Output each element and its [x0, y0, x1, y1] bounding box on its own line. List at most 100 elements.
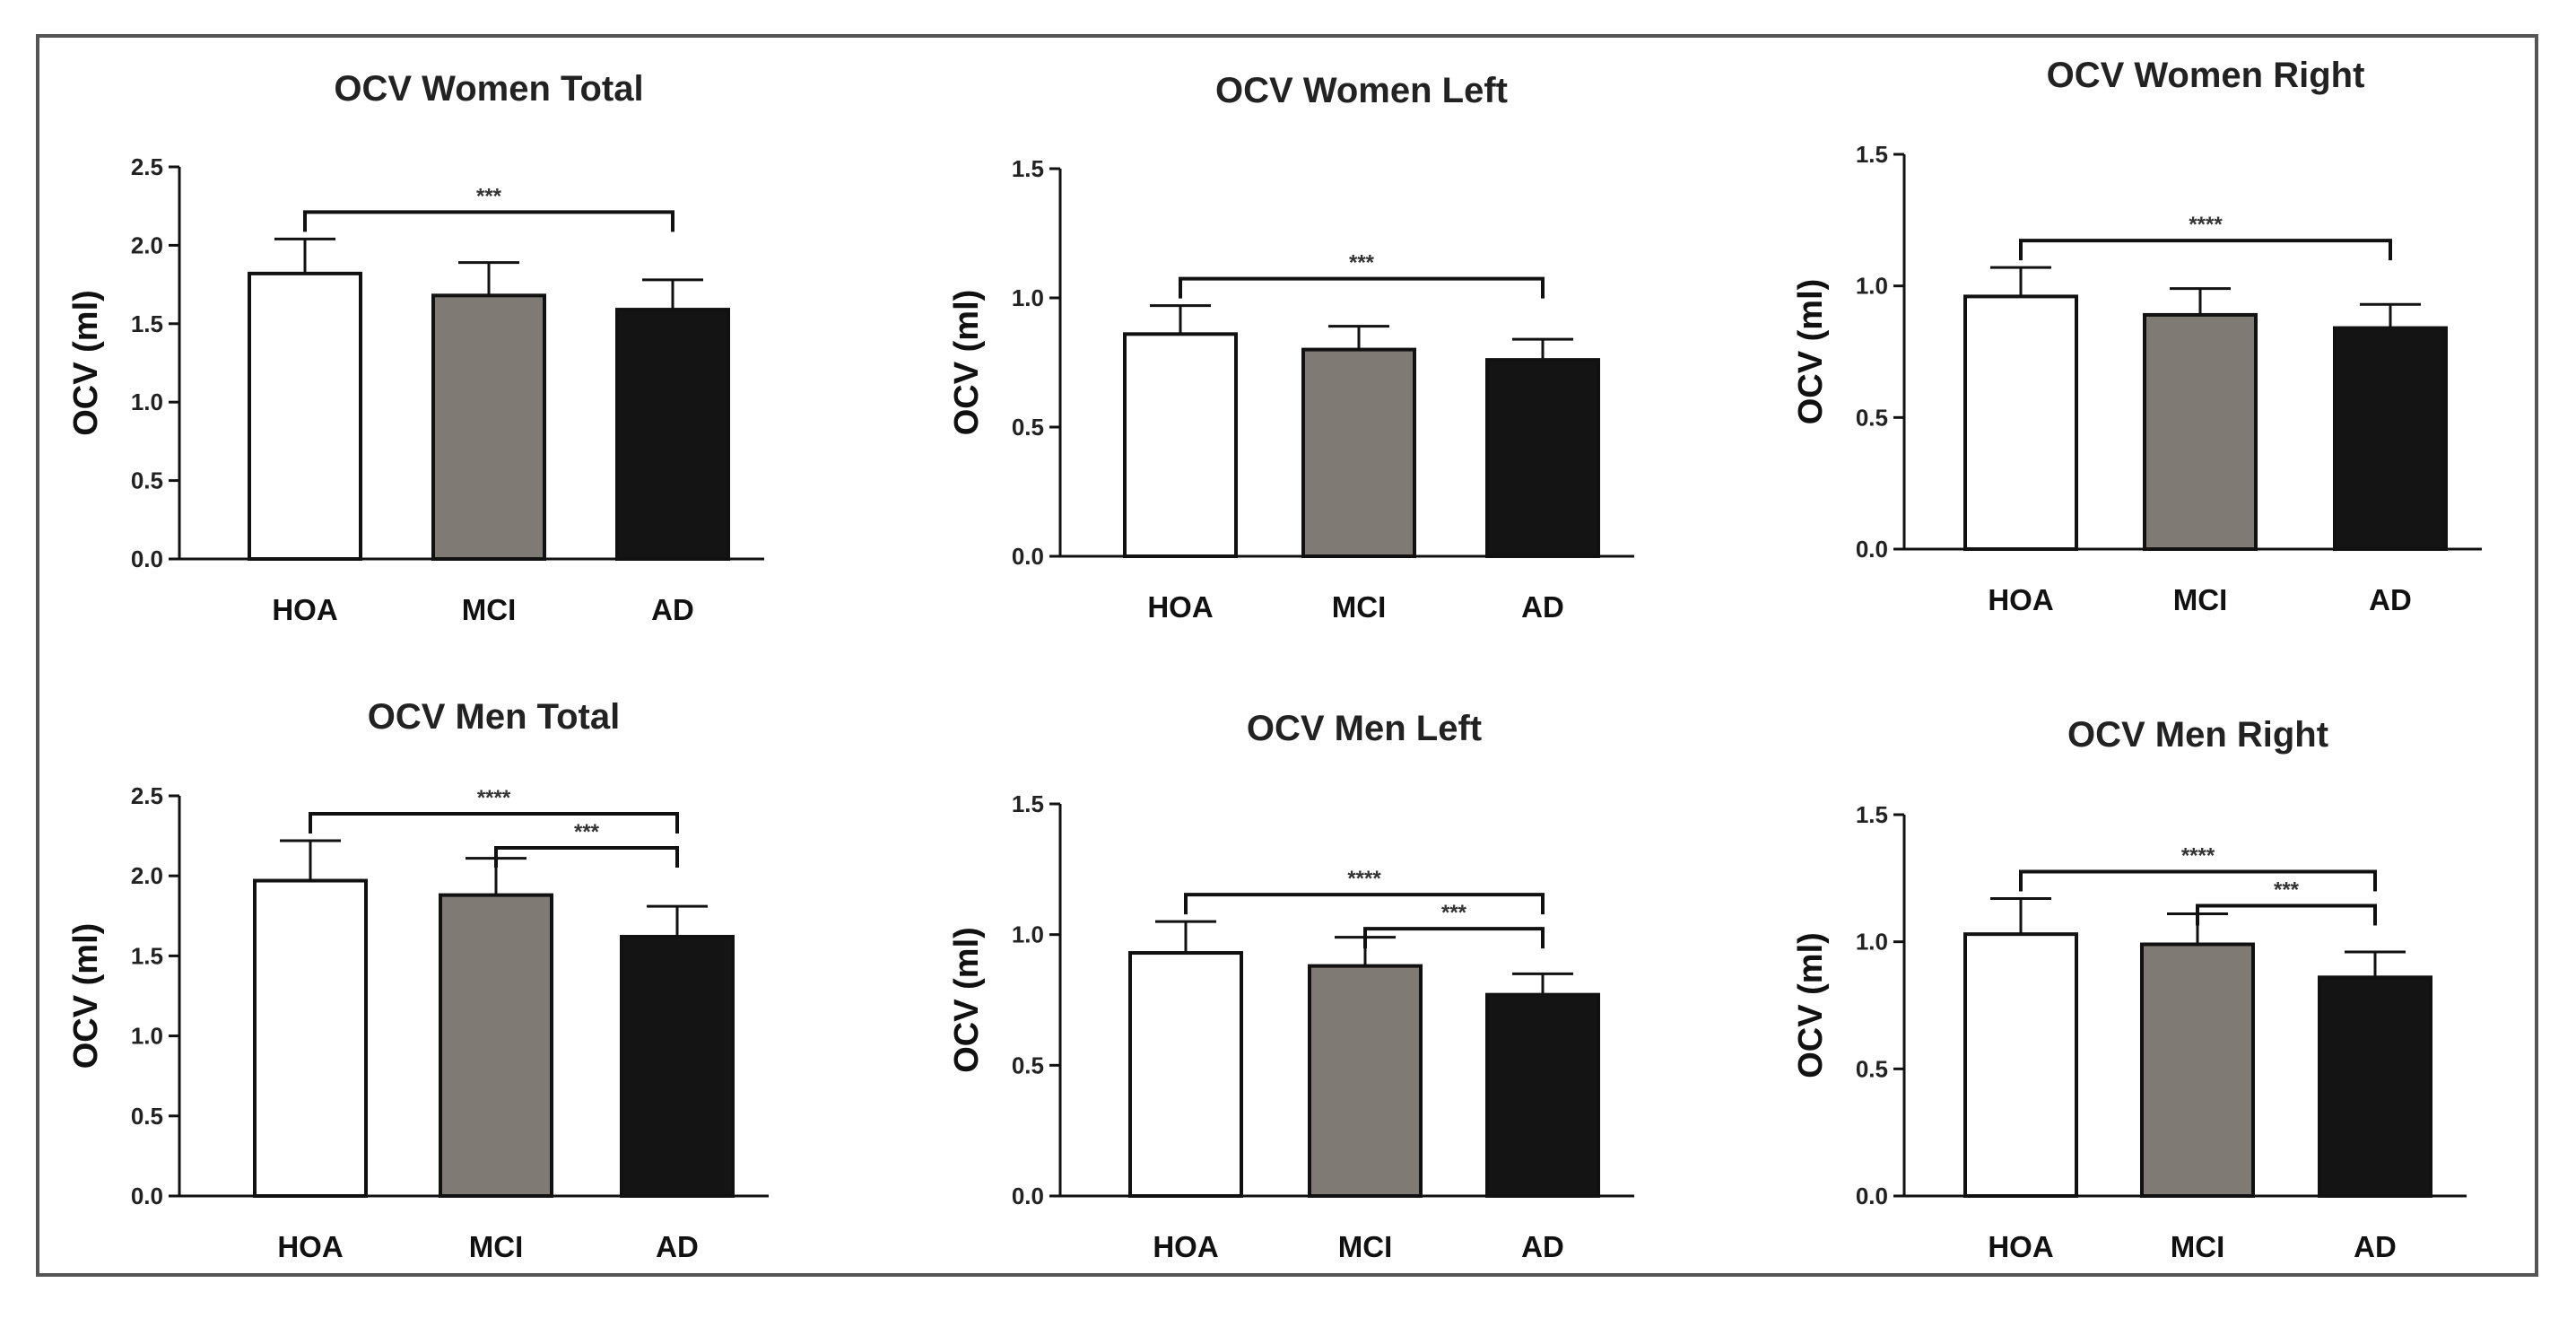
men-total-significance-label-mci-ad: ***: [574, 820, 600, 844]
men-right-y-tick-label: 1.0: [1856, 929, 1888, 956]
women-right-y-tick-label: 1.0: [1856, 273, 1888, 300]
women-right-bar-ad: [2333, 326, 2448, 551]
men-right-x-tick-label-hoa: HOA: [1988, 1230, 2053, 1263]
women-left-x-tick-label-ad: AD: [1521, 590, 1564, 624]
women-left-y-tick-label: 1.0: [1012, 284, 1044, 311]
women-total-bar-ad: [615, 308, 730, 561]
men-right-significance-label-hoa-ad: ****: [2181, 844, 2215, 868]
men-total-y-tick-label: 1.5: [131, 942, 163, 969]
panel-women-left: OCV Women Left OCV (ml) 0.0 0.5 1.0 1.5 HOA MCI…: [948, 71, 1634, 624]
men-total-y-tick-label: 0.0: [131, 1183, 163, 1209]
women-right-y-axis-label: OCV (ml): [1792, 279, 1830, 425]
men-left-significance-bracket-mci-ad: [1363, 927, 1545, 949]
women-total-significance-label-hoa-ad: ***: [476, 184, 502, 208]
women-total-bar-hoa: [248, 271, 362, 561]
women-left-x-tick-label-mci: MCI: [1332, 590, 1387, 624]
men-left-y-tick-label: 1.0: [1012, 921, 1044, 948]
men-left-significance-label-hoa-ad: ****: [1347, 867, 1381, 891]
women-total-y-tick-label: 0.5: [131, 467, 163, 494]
men-right-y-tick-label: 0.5: [1856, 1055, 1888, 1082]
women-right-y-tick-label: 0.5: [1856, 404, 1888, 431]
men-total-significance-label-hoa-ad: ****: [477, 786, 511, 810]
women-total-y-tick-label: 1.0: [131, 388, 163, 415]
women-total-x-tick-label-mci: MCI: [462, 593, 517, 626]
women-right-bar-mci: [2143, 312, 2258, 551]
men-total-x-tick-label-hoa: HOA: [277, 1230, 343, 1263]
men-right-significance-bracket-mci-ad: [2196, 903, 2377, 926]
women-left-title: OCV Women Left: [1215, 71, 1508, 110]
women-right-x-tick-label-hoa: HOA: [1988, 583, 2053, 616]
women-total-y-tick-label: 2.0: [131, 231, 163, 258]
panel-men-right: OCV Men Right OCV (ml) 0.0 0.5 1.0 1.5 HOA MCI A…: [1792, 715, 2467, 1263]
women-total-bar-mci: [431, 293, 546, 561]
panel-men-left: OCV Men Left OCV (ml) 0.0 0.5 1.0 1.5 HOA MCI AD…: [948, 709, 1634, 1263]
men-left-y-tick-label: 0.0: [1012, 1183, 1044, 1209]
women-total-x-tick-label-hoa: HOA: [272, 593, 337, 626]
women-total-y-tick-label: 0.0: [131, 546, 163, 572]
women-left-bar-ad: [1485, 358, 1600, 558]
men-right-x-tick-label-ad: AD: [2354, 1230, 2397, 1263]
men-right-title: OCV Men Right: [2067, 715, 2328, 755]
men-left-title: OCV Men Left: [1247, 709, 1482, 748]
women-total-x-tick-label-ad: AD: [651, 593, 694, 626]
men-total-y-tick-label: 1.0: [131, 1023, 163, 1050]
men-right-y-axis-label: OCV (ml): [1792, 932, 1830, 1078]
men-total-y-tick-label: 2.0: [131, 862, 163, 889]
men-total-bar-hoa: [253, 878, 368, 1198]
men-left-bar-hoa: [1128, 951, 1243, 1199]
men-left-bar-ad: [1485, 992, 1600, 1198]
men-total-x-tick-label-ad: AD: [656, 1230, 699, 1263]
women-left-significance-bracket-hoa-ad: [1179, 276, 1545, 299]
women-total-title: OCV Women Total: [334, 69, 643, 109]
men-right-y-tick-label: 0.0: [1856, 1183, 1888, 1209]
men-right-bar-hoa: [1963, 932, 2078, 1198]
panel-women-total: OCV Women Total OCV (ml) 0.0 0.5 1.0 1.5 2.0 2.…: [67, 69, 764, 626]
women-right-x-tick-label-ad: AD: [2369, 583, 2412, 616]
men-left-y-tick-label: 1.5: [1012, 790, 1044, 817]
men-total-bar-mci: [439, 893, 553, 1198]
women-right-y-tick-label: 1.5: [1856, 141, 1888, 168]
women-total-y-tick-label: 2.5: [131, 153, 163, 180]
women-left-x-tick-label-hoa: HOA: [1147, 590, 1213, 624]
men-right-x-tick-label-mci: MCI: [2171, 1230, 2225, 1263]
men-total-y-tick-label: 0.5: [131, 1103, 163, 1130]
women-right-x-tick-label-mci: MCI: [2173, 583, 2228, 616]
men-total-significance-bracket-mci-ad: [494, 845, 679, 868]
men-total-title: OCV Men Total: [368, 697, 620, 737]
women-left-significance-label-hoa-ad: ***: [1349, 251, 1375, 275]
men-left-x-tick-label-mci: MCI: [1338, 1230, 1393, 1263]
panel-men-total: OCV Men Total OCV (ml) 0.0 0.5 1.0 1.5 2.0 2.5 H…: [67, 697, 769, 1263]
women-right-significance-label-hoa-ad: ****: [2189, 213, 2223, 237]
men-left-y-axis-label: OCV (ml): [948, 927, 986, 1073]
women-left-y-tick-label: 0.0: [1012, 543, 1044, 570]
women-total-significance-bracket-hoa-ad: [303, 210, 674, 232]
women-right-title: OCV Women Right: [2047, 56, 2365, 95]
men-left-significance-label-mci-ad: ***: [1441, 901, 1467, 925]
women-left-y-tick-label: 0.5: [1012, 414, 1044, 441]
women-right-bar-hoa: [1963, 294, 2078, 551]
women-right-y-tick-label: 0.0: [1856, 536, 1888, 563]
men-left-x-tick-label-ad: AD: [1521, 1230, 1564, 1263]
men-total-significance-bracket-hoa-ad: [309, 811, 679, 834]
men-total-y-axis-label: OCV (ml): [67, 923, 105, 1069]
men-right-significance-bracket-hoa-ad: [2019, 869, 2377, 892]
women-total-y-axis-label: OCV (ml): [67, 290, 105, 436]
women-right-significance-bracket-hoa-ad: [2019, 239, 2392, 261]
men-left-bar-mci: [1308, 964, 1423, 1199]
men-total-bar-ad: [620, 934, 735, 1198]
women-left-bar-mci: [1301, 347, 1416, 558]
women-left-y-axis-label: OCV (ml): [948, 290, 986, 436]
women-left-y-tick-label: 1.5: [1012, 155, 1044, 182]
men-left-x-tick-label-hoa: HOA: [1153, 1230, 1218, 1263]
men-left-significance-bracket-hoa-ad: [1184, 893, 1545, 915]
men-right-bar-ad: [2318, 975, 2432, 1199]
men-total-y-tick-label: 2.5: [131, 782, 163, 809]
women-total-y-tick-label: 1.5: [131, 310, 163, 337]
men-right-significance-label-mci-ad: ***: [2274, 878, 2300, 903]
women-left-bar-hoa: [1123, 332, 1238, 558]
men-right-bar-mci: [2140, 942, 2255, 1198]
men-left-y-tick-label: 0.5: [1012, 1052, 1044, 1078]
panel-women-right: OCV Women Right OCV (ml) 0.0 0.5 1.0 1.5 HOA MC…: [1792, 56, 2482, 616]
men-total-x-tick-label-mci: MCI: [469, 1230, 524, 1263]
